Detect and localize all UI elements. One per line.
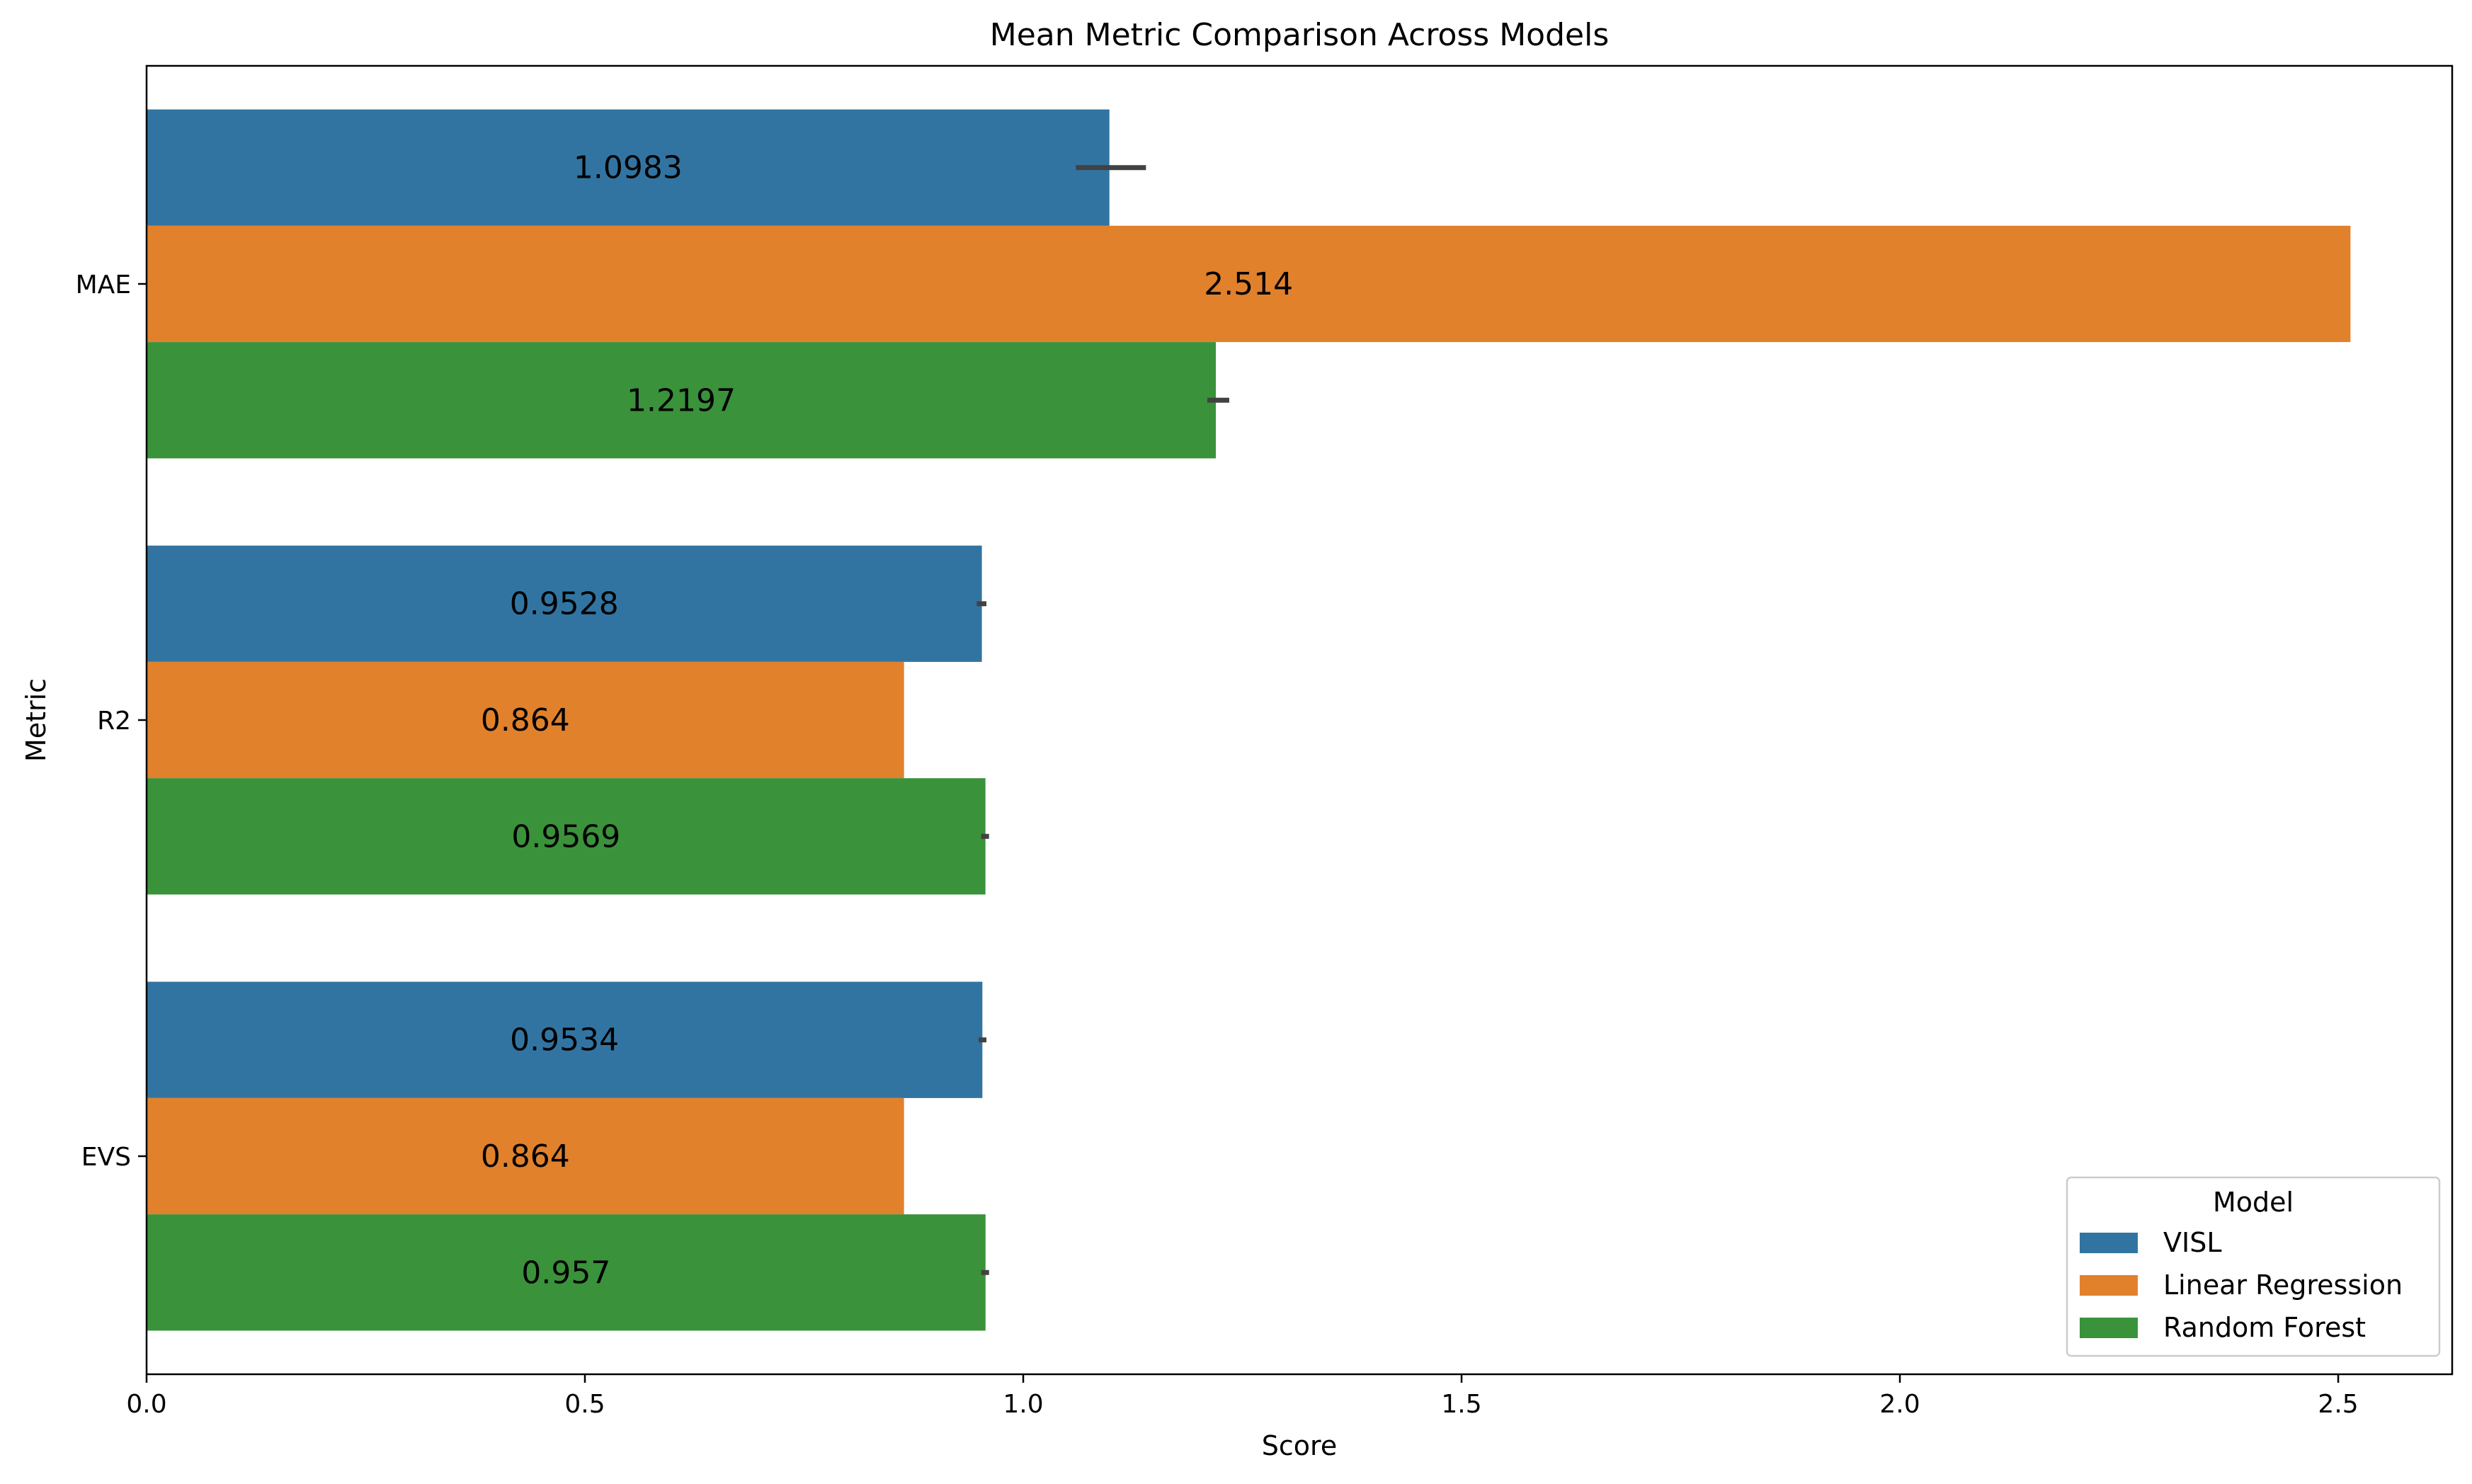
- bar-mae-linear-regression: [147, 225, 2351, 343]
- data-label: 0.9569: [511, 818, 620, 855]
- bar-evs-random-forest: [147, 1214, 986, 1331]
- data-label: 1.0983: [574, 150, 683, 186]
- legend: Model VISL Linear Regression Random Forest: [2066, 1176, 2441, 1357]
- data-label: 0.9528: [510, 586, 619, 622]
- legend-box: [2066, 1176, 2441, 1357]
- y-axis-label: Metric: [21, 678, 52, 762]
- bar-mae-random-forest: [147, 342, 1217, 459]
- chart-title: Mean Metric Comparison Across Models: [990, 17, 1610, 53]
- data-labels-group: 1.0983 2.514 1.2197 0.9528 0.864 0.9569 0.9534…: [481, 150, 1293, 1291]
- error-bars-group: [976, 165, 1229, 1275]
- data-label: 0.864: [481, 702, 570, 738]
- legend-items: VISL Linear Regression Random Forest: [2080, 1227, 2403, 1343]
- data-label: 0.864: [481, 1138, 570, 1175]
- legend-swatch-linear-regression: [2080, 1275, 2138, 1296]
- y-tick-label: R2: [97, 707, 131, 736]
- bar-r2-visl: [147, 545, 982, 662]
- data-label: 1.2197: [627, 382, 736, 418]
- x-tick-label: 0.0: [126, 1390, 166, 1419]
- legend-title: Model: [2213, 1187, 2294, 1218]
- x-axis-ticks: 0.0 0.5 1.0 1.5 2.0 2.5: [126, 1374, 2359, 1419]
- bar-r2-random-forest: [147, 778, 986, 895]
- data-label: 0.957: [521, 1255, 610, 1291]
- legend-swatch-random-forest: [2080, 1318, 2138, 1338]
- bar-mae-visl: [147, 109, 1110, 226]
- legend-label: Random Forest: [2163, 1312, 2366, 1343]
- y-axis-ticks: MAE R2 EVS: [76, 270, 147, 1172]
- legend-label: VISL: [2163, 1227, 2222, 1258]
- bar-evs-visl: [147, 981, 983, 1098]
- legend-label: Linear Regression: [2163, 1269, 2403, 1301]
- bar-evs-linear-regression: [147, 1097, 904, 1215]
- y-tick-label: EVS: [81, 1143, 131, 1172]
- data-label: 0.9534: [510, 1022, 619, 1058]
- x-tick-label: 1.5: [1441, 1390, 1481, 1419]
- x-tick-label: 2.0: [1879, 1390, 1920, 1419]
- x-tick-label: 1.0: [1003, 1390, 1043, 1419]
- x-tick-label: 0.5: [564, 1390, 605, 1419]
- y-tick-label: MAE: [76, 270, 131, 299]
- legend-swatch-visl: [2080, 1233, 2138, 1253]
- data-label: 2.514: [1204, 266, 1293, 302]
- bar-r2-linear-regression: [147, 661, 904, 779]
- x-axis-label: Score: [1262, 1430, 1337, 1461]
- x-tick-label: 2.5: [2318, 1390, 2358, 1419]
- bars-group: [147, 109, 2351, 1331]
